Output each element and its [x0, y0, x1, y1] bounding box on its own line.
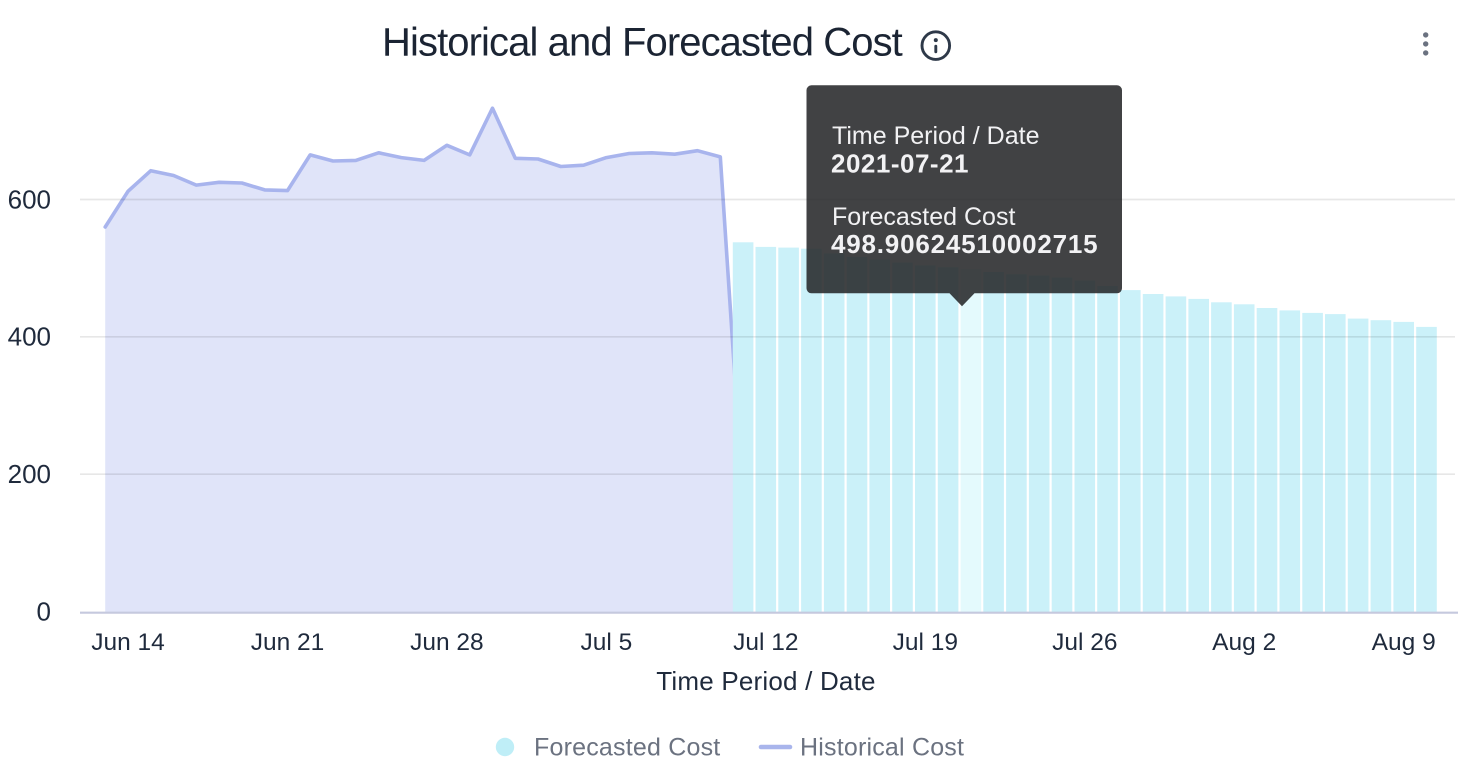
svg-text:600: 600 — [8, 184, 51, 214]
svg-text:200: 200 — [8, 459, 51, 489]
svg-text:Jul 12: Jul 12 — [733, 629, 798, 656]
svg-text:Jun 28: Jun 28 — [410, 629, 484, 656]
svg-text:Aug 9: Aug 9 — [1372, 629, 1436, 656]
svg-text:Aug 2: Aug 2 — [1212, 629, 1276, 656]
svg-text:Jul 26: Jul 26 — [1052, 629, 1117, 656]
svg-text:498.90624510002715: 498.90624510002715 — [831, 229, 1098, 259]
svg-text:Jun 14: Jun 14 — [91, 629, 165, 656]
svg-text:Historical Cost: Historical Cost — [800, 734, 964, 762]
svg-text:Time Period / Date: Time Period / Date — [832, 122, 1039, 150]
svg-text:Jul 5: Jul 5 — [581, 629, 633, 656]
svg-text:400: 400 — [8, 322, 51, 352]
svg-text:Time Period / Date: Time Period / Date — [656, 666, 875, 696]
svg-text:2021-07-21: 2021-07-21 — [831, 149, 969, 179]
svg-text:Forecasted Cost: Forecasted Cost — [832, 203, 1015, 231]
svg-text:Forecasted Cost: Forecasted Cost — [534, 734, 720, 762]
svg-text:Jun 21: Jun 21 — [251, 629, 325, 656]
svg-text:Historical and Forecasted Cost: Historical and Forecasted Cost — [382, 21, 903, 65]
svg-text:Jul 19: Jul 19 — [893, 629, 958, 656]
svg-text:0: 0 — [37, 596, 51, 626]
